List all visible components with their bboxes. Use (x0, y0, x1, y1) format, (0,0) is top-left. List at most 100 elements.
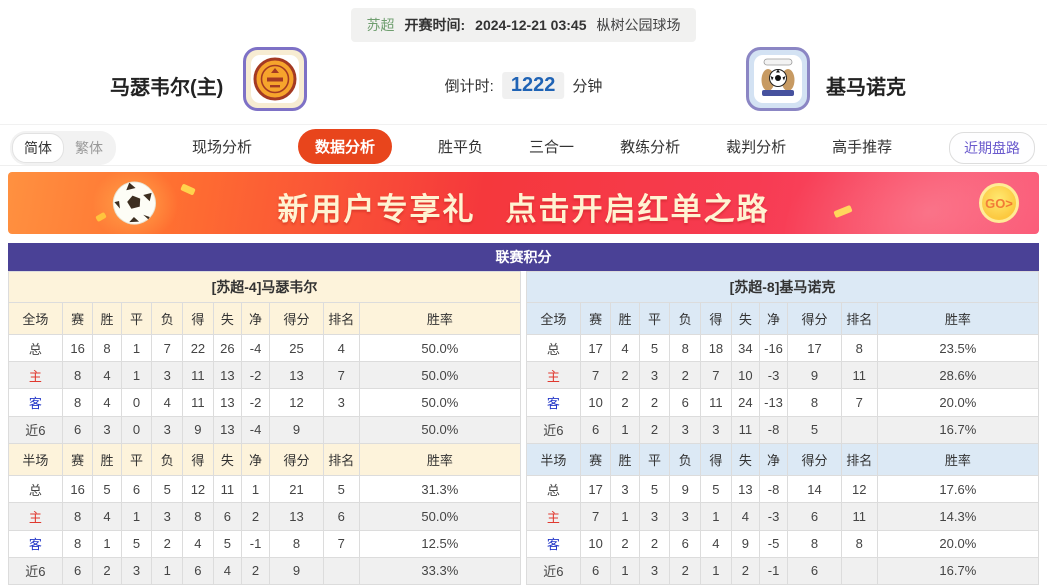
table-cell: -16 (758, 333, 789, 363)
table-cell: 3 (638, 556, 671, 585)
table-cell: 5 (638, 475, 671, 504)
table-cell: 4 (730, 502, 760, 531)
table-cell: -8 (758, 415, 789, 444)
recent-trend-button[interactable]: 近期盘路 (949, 132, 1035, 164)
column-header: 净 (240, 302, 271, 335)
tab-expert-picks[interactable]: 高手推荐 (832, 138, 893, 156)
table-cell: 8 (787, 529, 842, 558)
table-cell: 3 (151, 361, 184, 390)
promo-banner[interactable]: 新用户专享礼 点击开启红单之路 GO> (8, 172, 1039, 234)
tab-live-analysis[interactable]: 现场分析 (192, 138, 253, 156)
table-cell: 3 (669, 415, 702, 444)
table-cell: 2 (730, 556, 760, 585)
table-cell: 4 (610, 333, 640, 363)
table-cell: 11 (182, 388, 214, 417)
home-standings-table: [苏超-4]马瑟韦尔 全场赛胜平负得失净得分 排名 胜率 总 16 8 1 7 22 26 -4 2… (8, 271, 522, 585)
table-row: 客 8 1 5 2 4 5 -1 8 7 12.5% (8, 529, 522, 558)
table-cell: 8 (92, 333, 122, 363)
table-cell: 5 (151, 475, 184, 504)
table-cell: 1 (151, 556, 184, 585)
home-panel-header: [苏超-4]马瑟韦尔 (8, 271, 521, 303)
table-cell: -4 (240, 333, 271, 363)
column-header: 平 (120, 302, 153, 335)
table-cell: 2 (669, 556, 702, 585)
away-full-time-rows: 总 17 4 5 8 18 34 -16 17 8 23.5% 主 7 2 3 2 7 10 -3 9 11 28.6% 客… (526, 333, 1040, 444)
table-cell: 6 (787, 556, 842, 585)
column-header: 失 (212, 302, 242, 335)
table-cell: 11 (840, 361, 878, 390)
column-header: 赛 (579, 442, 612, 477)
table-cell: 10 (730, 361, 760, 390)
away-team-name: 基马诺克 (826, 77, 906, 99)
table-cell: 1 (610, 415, 640, 444)
table-cell: -2 (240, 361, 271, 390)
table-cell: 23.5% (876, 333, 1040, 363)
standings-section: 联赛积分 [苏超-4]马瑟韦尔 全场赛胜平负得失净得分 排名 胜率 总 (8, 243, 1040, 585)
table-cell: 20.0% (876, 529, 1040, 558)
table-cell: -3 (758, 502, 789, 531)
table-row: 总 17 4 5 8 18 34 -16 17 8 23.5% (526, 333, 1040, 363)
home-team-crest-icon (243, 47, 307, 111)
confetti-icon (833, 204, 853, 219)
row-label: 总 (8, 333, 63, 363)
table-cell: 1 (610, 556, 640, 585)
tab-coach-analysis[interactable]: 教练分析 (620, 138, 681, 156)
table-cell: 17 (579, 475, 612, 504)
table-cell: 7 (840, 388, 878, 417)
column-header: 排名 (840, 302, 878, 335)
table-cell: 6 (120, 475, 153, 504)
row-label: 近6 (526, 556, 581, 585)
table-cell: 18 (700, 333, 732, 363)
tab-data-analysis[interactable]: 数据分析 (298, 128, 393, 164)
table-cell: 11 (182, 361, 214, 390)
table-cell: 11 (700, 388, 732, 417)
row-label: 客 (8, 388, 63, 417)
table-cell: 9 (269, 556, 324, 585)
table-cell: -3 (758, 361, 789, 390)
column-header: 平 (120, 442, 153, 477)
column-header: 得 (700, 442, 732, 477)
table-cell: -1 (758, 556, 789, 585)
table-cell: 34 (730, 333, 760, 363)
table-row: 总 16 8 1 7 22 26 -4 25 4 50.0% (8, 333, 522, 363)
table-cell: 31.3% (358, 475, 522, 504)
table-cell: 6 (61, 556, 94, 585)
home-full-time-rows: 总 16 8 1 7 22 26 -4 25 4 50.0% 主 8 4 1 3 11 13 -2 13 7 50.0% 客… (8, 333, 522, 444)
table-cell: 6 (669, 529, 702, 558)
go-button[interactable]: GO> (979, 183, 1019, 223)
table-cell: 1 (700, 556, 732, 585)
table-cell: 6 (669, 388, 702, 417)
table-cell: 17 (579, 333, 612, 363)
column-header: 排名 (322, 302, 360, 335)
table-cell (322, 556, 360, 585)
lang-traditional[interactable]: 繁体 (75, 140, 103, 156)
tab-three-in-one[interactable]: 三合一 (529, 138, 575, 156)
table-cell: 2 (151, 529, 184, 558)
table-cell: 50.0% (358, 415, 522, 444)
table-cell: 6 (579, 415, 612, 444)
row-label: 总 (526, 475, 581, 504)
table-cell: 17.6% (876, 475, 1040, 504)
table-cell: -2 (240, 388, 271, 417)
column-header: 赛 (579, 302, 612, 335)
table-cell: 50.0% (358, 502, 522, 531)
table-row: 主 8 4 1 3 11 13 -2 13 7 50.0% (8, 361, 522, 390)
column-header: 失 (212, 442, 242, 477)
table-cell: 7 (700, 361, 732, 390)
table-cell: 4 (700, 529, 732, 558)
table-cell: 9 (182, 415, 214, 444)
table-cell: 50.0% (358, 333, 522, 363)
table-cell: 3 (638, 361, 671, 390)
table-cell: 10 (579, 388, 612, 417)
column-header: 得 (182, 442, 214, 477)
away-standings-panel: [苏超-8]基马诺克 全场赛胜平负得失净得分 排名 胜率 总 17 4 5 8 18 34 -16… (526, 271, 1040, 585)
column-header: 负 (669, 302, 702, 335)
row-label: 客 (8, 529, 63, 558)
lang-simplified[interactable]: 简体 (12, 133, 64, 163)
table-cell: 4 (212, 556, 242, 585)
tab-win-draw-lose[interactable]: 胜平负 (438, 138, 484, 156)
banner-text: 新用户专享礼 点击开启红单之路 (8, 184, 1039, 229)
table-cell: 2 (610, 361, 640, 390)
table-cell: 7 (322, 529, 360, 558)
tab-referee-analysis[interactable]: 裁判分析 (726, 138, 787, 156)
